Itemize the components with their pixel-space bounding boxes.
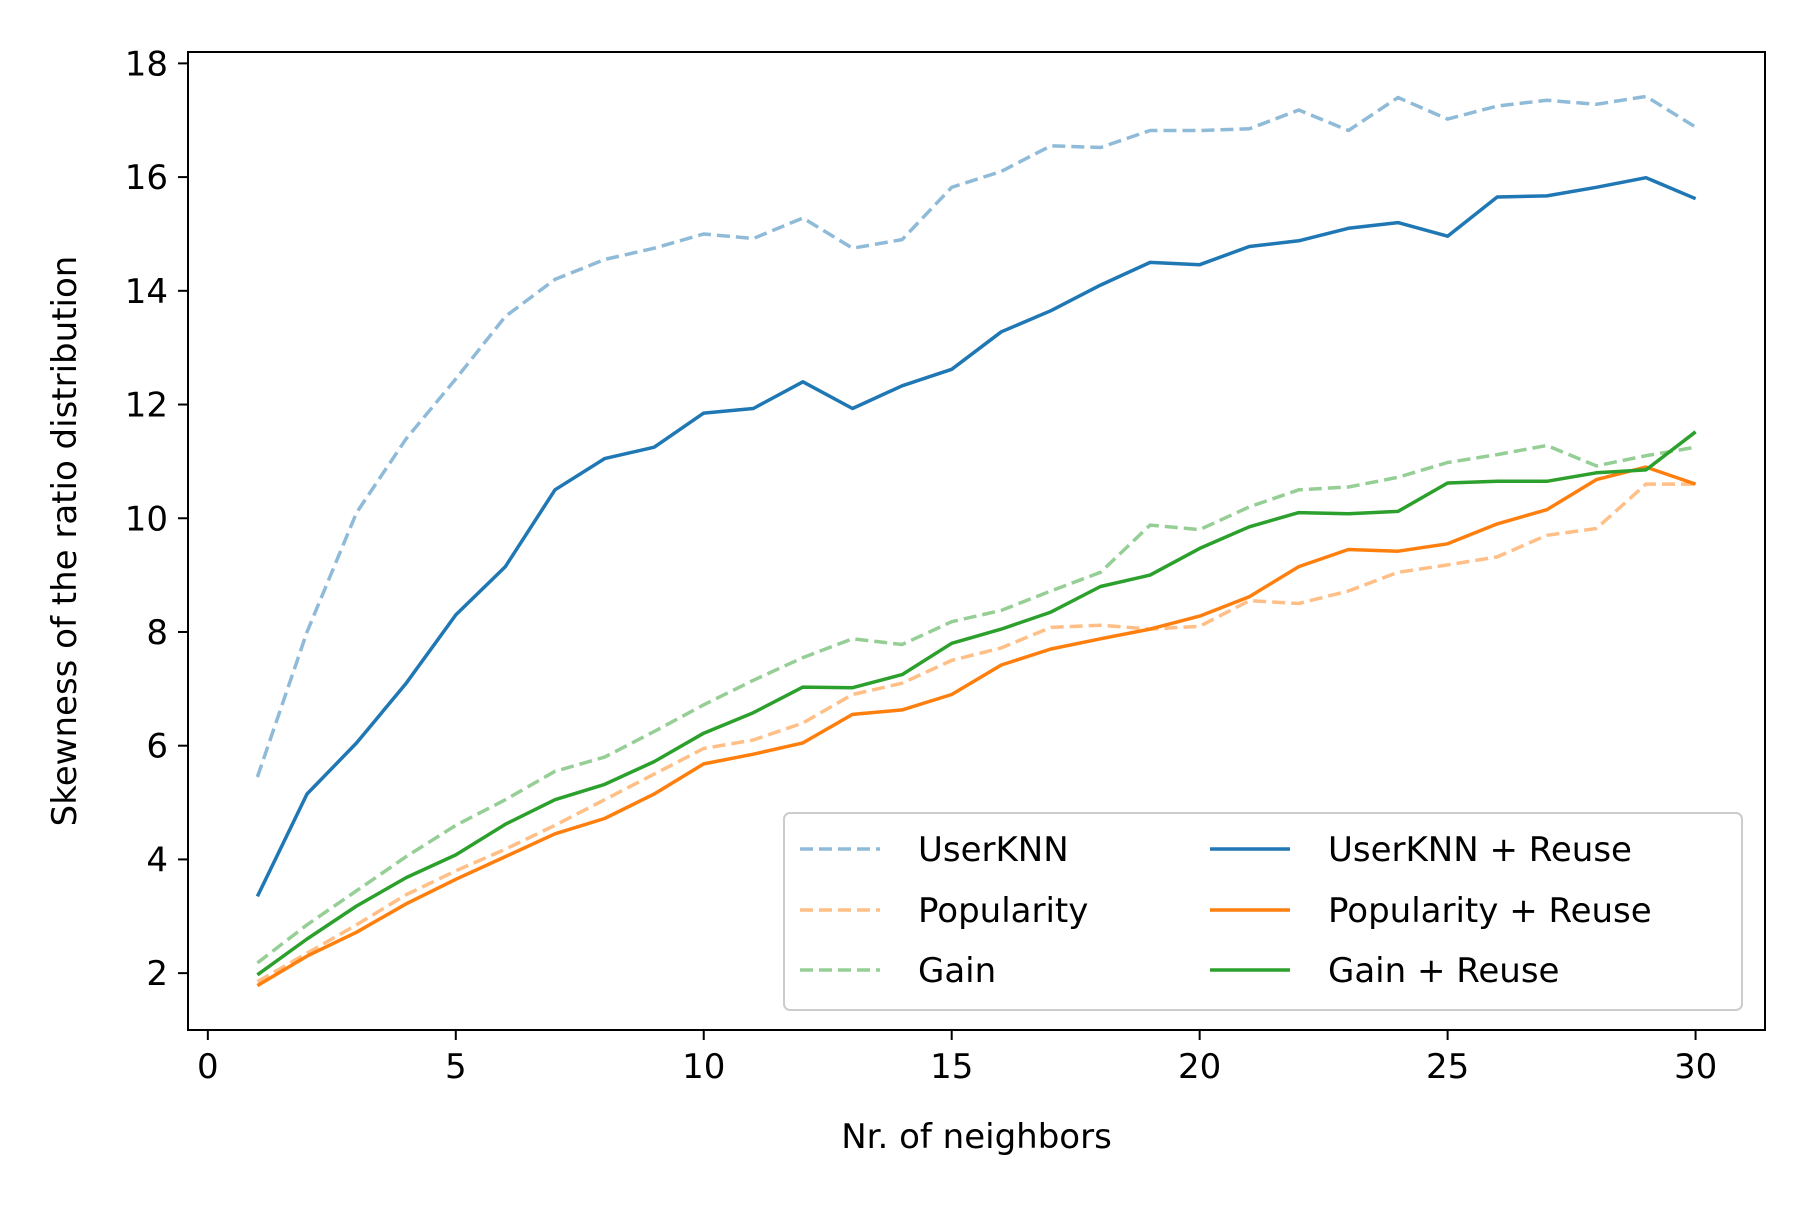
x-tick-label: 25 [1426,1047,1469,1087]
legend-label: Popularity + Reuse [1328,891,1652,931]
y-tick-label: 18 [125,44,168,84]
plot-area [255,94,1697,988]
legend: UserKNN Popularity Gain UserKNN + Reuse Popu… [783,812,1743,1011]
plot-frame [187,51,1766,1031]
x-axis-label: Nr. of neighbors [841,1117,1112,1157]
legend-label: UserKNN + Reuse [1328,830,1632,870]
y-axis-label: Skewness of the ratio distribution [45,256,85,827]
legend-label: Gain [918,951,996,991]
y-tick-label: 8 [146,613,168,653]
y-tick-label: 14 [125,272,168,312]
legend-label: Gain + Reuse [1328,951,1559,991]
y-tick-label: 16 [125,158,168,198]
series-line-popularity [256,482,1696,984]
series-line-popularity-reuse [256,465,1697,988]
y-tick-label: 10 [125,499,168,539]
y-tick-label: 4 [146,840,168,880]
series-line-userknn-reuse [255,175,1697,898]
series-line-gain-reuse [256,430,1697,977]
x-tick-label: 5 [445,1047,467,1087]
y-axis: 2 4 6 8 10 12 14 16 18 [125,44,188,994]
y-tick-label: 6 [146,727,168,767]
legend-label: UserKNN [918,830,1069,870]
series-line-gain [256,443,1696,965]
x-tick-label: 10 [682,1047,725,1087]
y-tick-label: 12 [125,386,168,426]
x-axis: 0 5 10 15 20 25 30 [197,1030,1717,1087]
x-tick-label: 30 [1674,1047,1717,1087]
x-tick-label: 20 [1178,1047,1221,1087]
series-line-userknn [255,94,1697,778]
legend-label: Popularity [918,891,1088,931]
x-tick-label: 0 [197,1047,219,1087]
y-tick-label: 2 [146,954,168,994]
x-tick-label: 15 [930,1047,973,1087]
